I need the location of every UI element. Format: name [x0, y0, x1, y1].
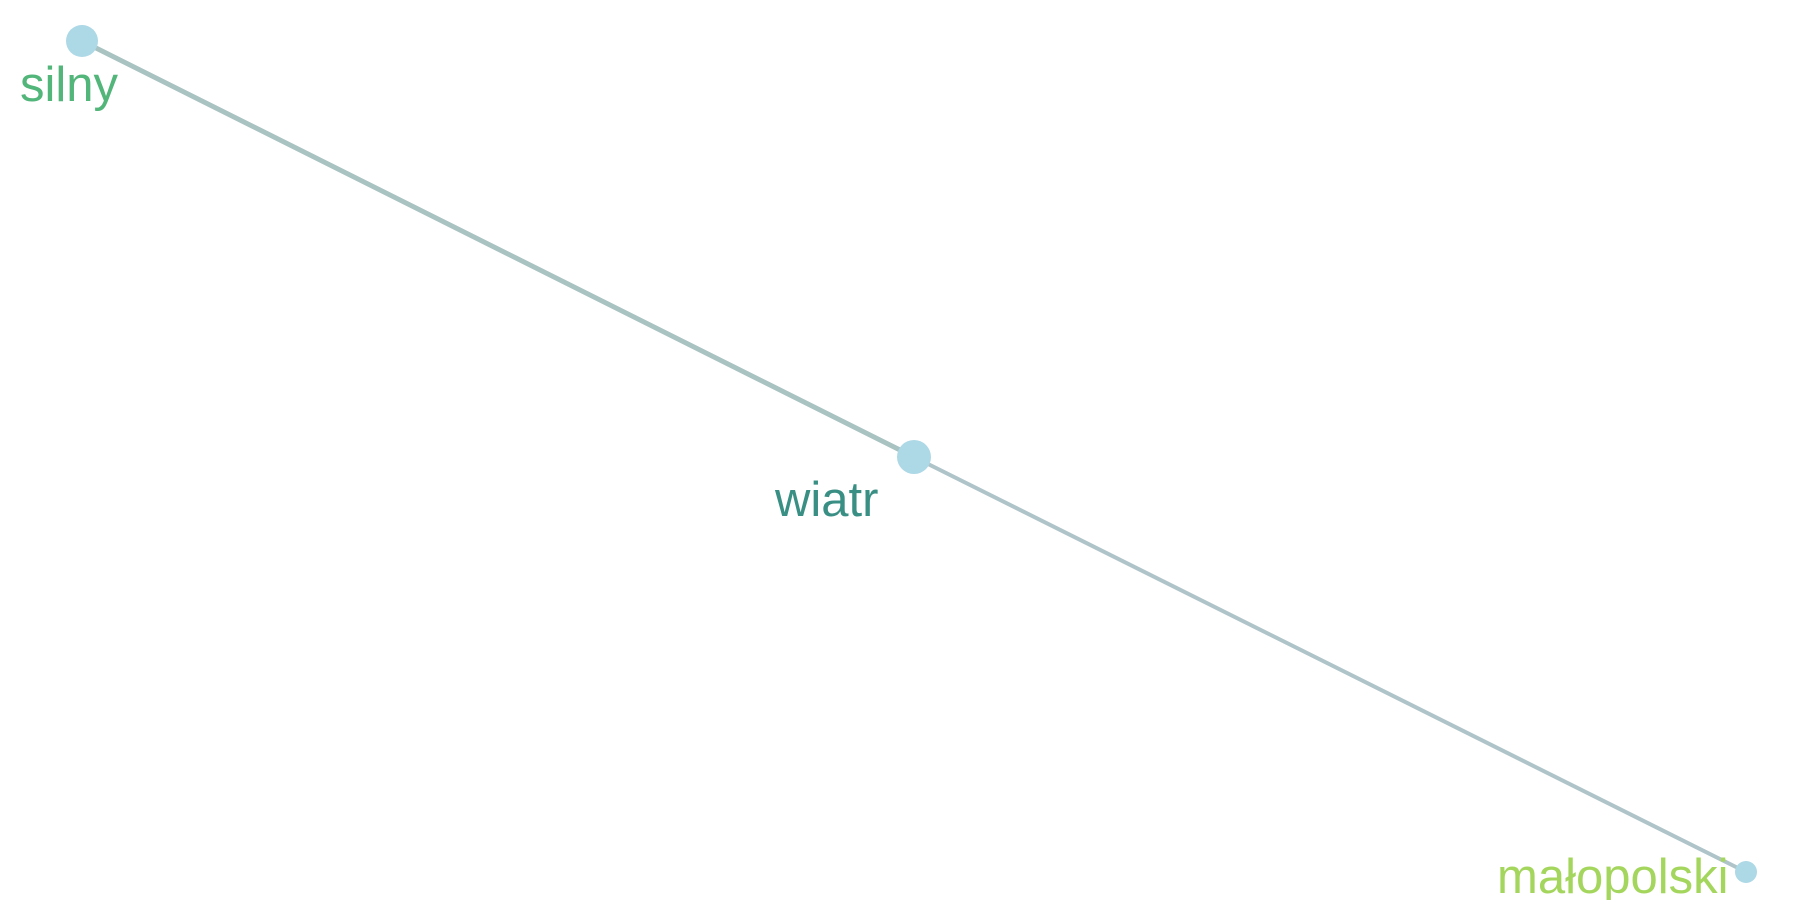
labels-layer: silny wiatr małopolski — [20, 58, 1728, 900]
node-malopolski[interactable] — [1735, 861, 1757, 883]
edge-silny-wiatr — [79, 38, 917, 460]
node-silny[interactable] — [66, 25, 98, 57]
node-label-wiatr: wiatr — [774, 473, 878, 527]
edges-layer — [79, 38, 1748, 874]
node-wiatr[interactable] — [897, 440, 931, 474]
node-label-malopolski: małopolski — [1497, 850, 1728, 900]
node-label-silny: silny — [20, 58, 119, 112]
nodes-layer — [66, 25, 1757, 883]
edge-wiatr-malopolski — [912, 455, 1748, 874]
